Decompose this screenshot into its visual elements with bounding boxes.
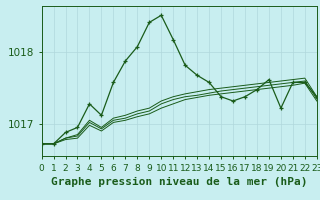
X-axis label: Graphe pression niveau de la mer (hPa): Graphe pression niveau de la mer (hPa) xyxy=(51,177,308,187)
